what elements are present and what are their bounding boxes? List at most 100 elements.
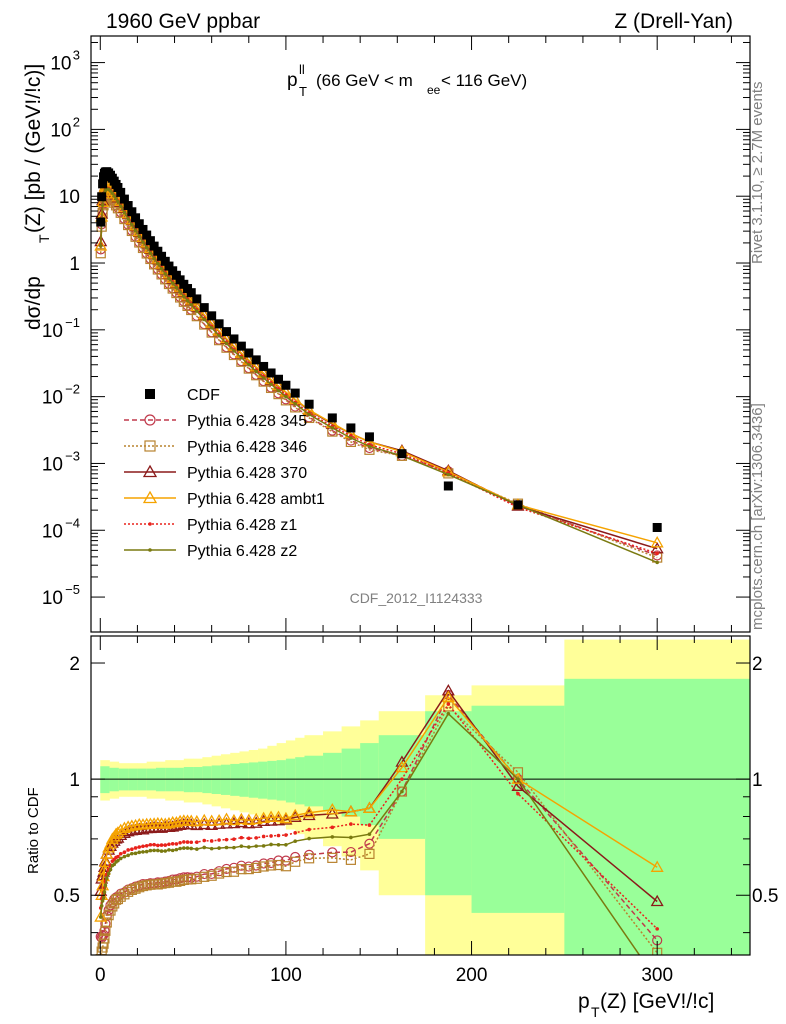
data-point xyxy=(97,192,107,202)
ratio-point xyxy=(195,840,199,845)
ratio-point xyxy=(293,831,297,835)
data-point xyxy=(142,230,152,240)
series-line xyxy=(99,187,658,555)
ratio-point xyxy=(107,901,118,912)
ratio-point xyxy=(130,851,134,856)
ratio-point xyxy=(284,833,288,837)
ratio-point xyxy=(246,836,251,841)
data-point xyxy=(276,388,281,393)
ratio-point xyxy=(400,789,404,794)
data-point xyxy=(182,294,186,299)
data-point xyxy=(122,210,127,215)
series-pythia-6-428-345 xyxy=(95,190,663,561)
ratio-point xyxy=(276,833,281,838)
ratio-point xyxy=(133,846,138,850)
ratio-point xyxy=(133,851,138,856)
ratio-point xyxy=(202,838,207,843)
ratio-point xyxy=(100,847,114,859)
data-point xyxy=(159,266,164,271)
analysis-id: CDF_2012_I1124333 xyxy=(350,590,483,606)
ratio-point xyxy=(101,917,112,928)
data-point xyxy=(304,399,314,409)
ratio-point xyxy=(330,835,335,839)
data-point xyxy=(134,219,144,229)
main-frame xyxy=(90,35,751,633)
y-tick-base: 1 xyxy=(69,254,80,275)
ratio-point xyxy=(152,879,163,890)
data-point xyxy=(157,251,167,261)
ratio-point xyxy=(141,850,145,854)
ratio-point xyxy=(197,813,211,826)
ratio-point xyxy=(141,844,145,849)
ratio-point xyxy=(345,846,356,858)
stat-uncertainty-band xyxy=(425,711,472,896)
ratio-point xyxy=(170,842,175,846)
ratio-point xyxy=(441,690,455,702)
data-point xyxy=(251,355,261,365)
ratio-point xyxy=(395,755,409,767)
ratio-point xyxy=(330,825,335,830)
legend-label: CDF xyxy=(187,387,220,404)
observable-range-sub: ee xyxy=(427,83,441,97)
ratio-point xyxy=(174,847,179,852)
ratio-point xyxy=(126,853,130,858)
data-point xyxy=(246,362,251,367)
legend-entry: Pythia 6.428 z1 xyxy=(124,517,297,534)
y-title-part-b: (Z) [pb / (GeV!/!c)] xyxy=(22,64,45,233)
data-point xyxy=(98,244,103,248)
ratio-point xyxy=(167,848,171,852)
ratio-point xyxy=(98,915,103,919)
ratio-point xyxy=(118,852,123,856)
ratio-point xyxy=(279,811,293,824)
data-point xyxy=(153,246,163,256)
ratio-point xyxy=(195,847,199,851)
stat-uncertainty-band xyxy=(258,761,268,799)
data-point xyxy=(195,309,199,313)
ratio-point xyxy=(189,840,194,845)
stat-uncertainty-band xyxy=(220,764,231,795)
data-point xyxy=(94,239,108,251)
data-point xyxy=(133,228,138,233)
ratio-point xyxy=(191,873,202,884)
ratio-point xyxy=(144,843,149,848)
data-point xyxy=(123,201,133,211)
y-axis-title-main: dσ/dp T (Z) [pb / (GeV!/!c)] xyxy=(22,64,52,330)
data-point xyxy=(364,432,374,442)
ratio-point xyxy=(162,816,176,829)
legend-marker xyxy=(142,464,158,478)
ratio-point xyxy=(269,842,273,847)
mcplots-label: mcplots.cern.ch [arXiv:1306.3436] xyxy=(749,403,766,630)
ratio-point xyxy=(302,806,316,818)
data-point xyxy=(149,241,159,251)
x-tick-label: 300 xyxy=(641,965,673,986)
ratio-point xyxy=(163,877,175,888)
ratio-point xyxy=(516,791,520,796)
ratio-point xyxy=(163,849,168,853)
observable-range-b: < 116 GeV) xyxy=(441,71,527,90)
ratio-point xyxy=(234,815,248,828)
data-point xyxy=(127,207,137,217)
ratio-point xyxy=(169,815,183,828)
stat-uncertainty-band xyxy=(230,763,240,796)
ratio-pythia-6-428-346 xyxy=(95,701,663,955)
ratio-point xyxy=(345,854,356,865)
ratio-point xyxy=(126,884,137,895)
ratio-point xyxy=(400,777,404,781)
ratio-point xyxy=(186,874,197,885)
observable-sup: ll xyxy=(299,62,305,77)
ratio-point xyxy=(95,954,106,955)
ratio-tick-label-left: 2 xyxy=(69,654,80,675)
y-tick-base: 10 xyxy=(50,120,71,141)
x-tick-label: 100 xyxy=(270,965,302,986)
data-point xyxy=(446,472,451,477)
ratio-point xyxy=(178,840,182,845)
ratio-point xyxy=(156,878,167,889)
y-tick-labels-ratio: 0.5 0.5 1 1 2 2 xyxy=(54,654,779,907)
ratio-point xyxy=(101,896,106,900)
ratio-point xyxy=(171,876,182,887)
ratio-point xyxy=(209,839,214,843)
legend-entry: Pythia 6.428 345 xyxy=(124,413,307,430)
ratio-point xyxy=(212,813,226,826)
y-tick-label: 10 −1 xyxy=(42,315,80,342)
ratio-point xyxy=(121,820,135,832)
